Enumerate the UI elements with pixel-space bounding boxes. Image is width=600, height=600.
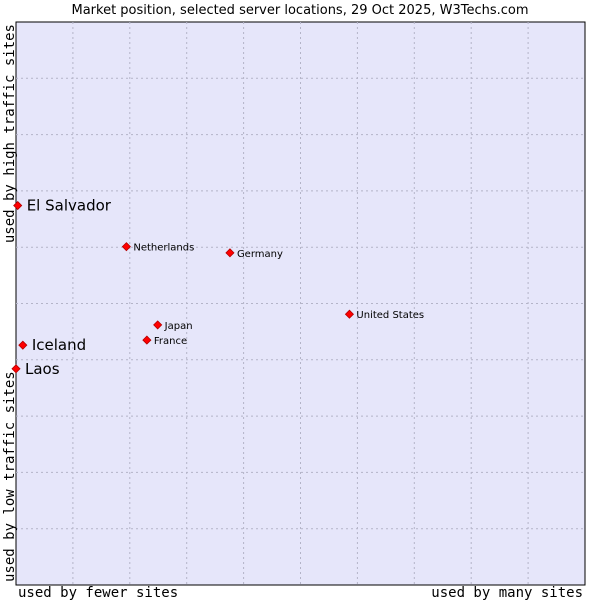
point-france[interactable] — [142, 335, 152, 345]
grid-lines — [16, 22, 585, 585]
point-japan[interactable] — [153, 320, 163, 330]
y-axis-label-top: used by high traffic sites — [2, 24, 18, 243]
point-el-salvador[interactable] — [13, 200, 23, 211]
point-label-japan: Japan — [164, 321, 193, 332]
x-axis-label-right: used by many sites — [431, 585, 583, 600]
point-united-states[interactable] — [344, 309, 354, 319]
data-points: El Salvador Netherlands Germany United Stat… — [11, 197, 424, 378]
point-label-france: France — [154, 336, 187, 347]
point-label-iceland: Iceland — [32, 336, 86, 354]
point-label-netherlands: Netherlands — [133, 243, 194, 254]
point-label-el-salvador: El Salvador — [27, 197, 112, 215]
point-netherlands[interactable] — [121, 242, 131, 252]
point-iceland[interactable] — [18, 340, 28, 350]
point-label-united-states: United States — [356, 310, 424, 321]
point-label-laos: Laos — [25, 360, 60, 378]
chart-title: Market position, selected server locatio… — [71, 3, 528, 18]
point-laos[interactable] — [11, 364, 21, 374]
y-axis-label-bottom: used by low traffic sites — [2, 371, 18, 582]
x-axis-label-left: used by fewer sites — [18, 585, 178, 600]
point-germany[interactable] — [225, 248, 235, 258]
point-label-germany: Germany — [237, 249, 283, 260]
